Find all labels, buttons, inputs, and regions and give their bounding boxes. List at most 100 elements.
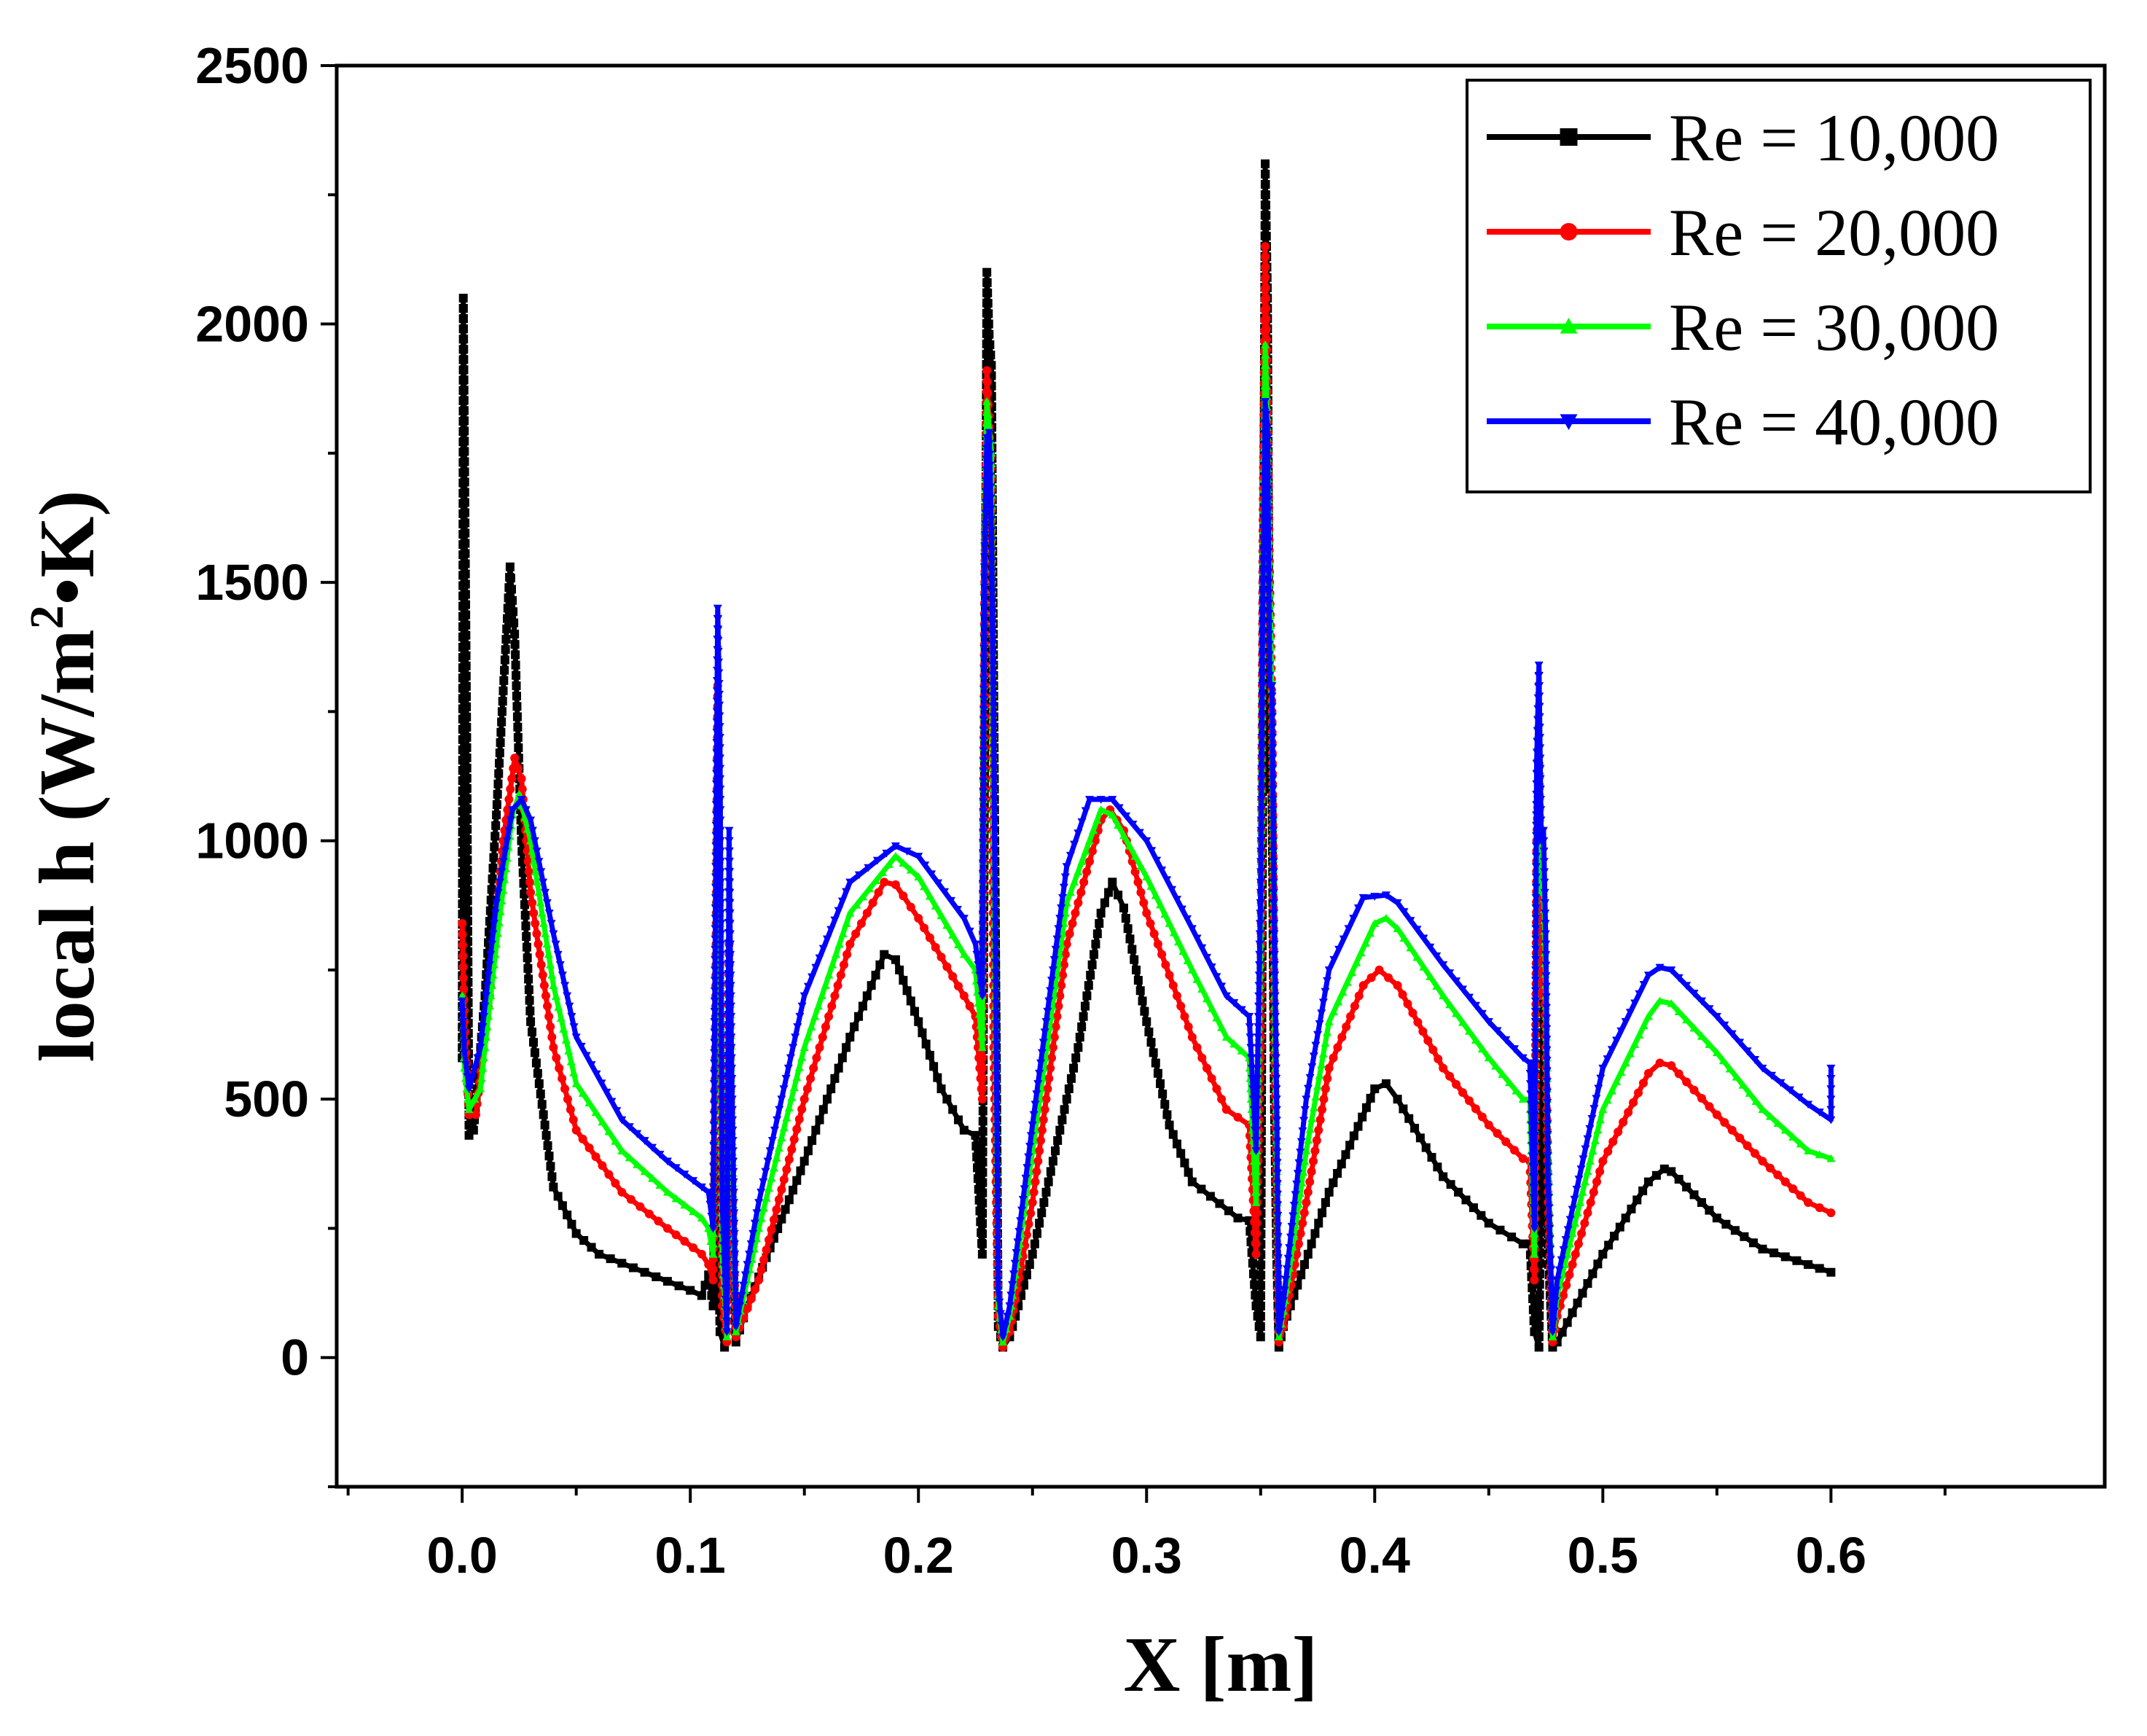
data-point-marker	[1484, 1219, 1493, 1228]
data-point-marker	[980, 531, 990, 539]
data-point-marker	[716, 1002, 726, 1011]
data-point-marker	[723, 1143, 732, 1152]
data-point-marker	[1452, 977, 1461, 986]
data-point-marker	[1580, 1219, 1589, 1228]
data-point-marker	[477, 1033, 486, 1042]
data-point-marker	[520, 813, 530, 821]
data-point-marker	[711, 853, 721, 861]
data-point-marker	[461, 549, 470, 558]
data-point-marker	[1384, 973, 1393, 982]
data-point-marker	[662, 1187, 672, 1196]
data-point-marker	[985, 329, 994, 339]
data-point-marker	[1461, 1195, 1471, 1205]
data-point-marker	[1598, 1105, 1608, 1114]
data-point-marker	[1136, 888, 1146, 897]
plot-frame	[335, 63, 2107, 1489]
data-point-marker	[730, 1281, 740, 1290]
data-point-marker	[1543, 1099, 1552, 1108]
data-point-marker	[1263, 423, 1272, 432]
data-point-marker	[1268, 806, 1278, 815]
data-point-marker	[512, 702, 522, 711]
data-point-marker	[992, 1041, 1001, 1049]
data-point-marker	[1036, 1059, 1046, 1068]
data-point-marker	[490, 910, 500, 918]
data-point-marker	[727, 1033, 736, 1042]
data-point-marker	[1639, 1021, 1649, 1030]
data-point-marker	[1062, 863, 1071, 872]
data-point-marker	[1197, 985, 1207, 993]
data-point-marker	[1587, 1115, 1597, 1123]
data-point-marker	[723, 1195, 732, 1203]
data-point-marker	[807, 973, 817, 982]
data-point-marker	[1264, 620, 1274, 628]
data-point-marker	[929, 1062, 939, 1071]
data-point-marker	[1632, 1195, 1642, 1205]
data-point-marker	[714, 658, 724, 667]
data-point-marker	[1535, 713, 1544, 722]
data-point-marker	[989, 723, 998, 732]
data-point-marker	[1786, 1086, 1795, 1095]
data-point-marker	[1720, 1118, 1729, 1127]
data-point-marker	[1339, 935, 1348, 944]
data-point-marker	[534, 858, 544, 866]
data-point-marker	[1182, 915, 1192, 923]
data-point-marker	[1604, 1240, 1614, 1250]
data-point-marker	[977, 1095, 987, 1104]
data-point-marker	[723, 1205, 732, 1213]
data-point-marker	[1262, 410, 1271, 419]
data-point-marker	[463, 814, 472, 824]
data-point-marker	[551, 992, 560, 1000]
data-point-marker	[463, 896, 472, 905]
data-point-marker	[1071, 1053, 1081, 1063]
data-point-marker	[604, 1170, 614, 1179]
data-point-marker	[1423, 1036, 1433, 1045]
data-point-marker	[1253, 1075, 1262, 1083]
data-point-marker	[979, 829, 988, 837]
data-point-marker	[1251, 1239, 1261, 1248]
data-point-marker	[1535, 1301, 1544, 1310]
data-point-marker	[1132, 965, 1141, 974]
data-point-marker	[1563, 1318, 1572, 1327]
data-point-marker	[528, 1038, 538, 1047]
data-point-marker	[1264, 579, 1274, 587]
data-point-marker	[959, 950, 969, 958]
data-point-marker	[1540, 868, 1549, 877]
legend-label: Re = 30,000	[1669, 290, 1999, 364]
data-point-marker	[1477, 1112, 1487, 1122]
data-point-marker	[987, 527, 996, 536]
data-point-marker	[1565, 1239, 1575, 1248]
data-point-marker	[1037, 1208, 1047, 1218]
data-point-marker	[1544, 1214, 1554, 1223]
data-point-marker	[1353, 904, 1363, 912]
data-point-marker	[1264, 599, 1274, 608]
data-point-marker	[494, 769, 504, 778]
data-point-marker	[1434, 1055, 1443, 1064]
data-point-marker	[460, 488, 469, 497]
data-point-marker	[487, 885, 496, 894]
data-point-marker	[1439, 991, 1448, 1000]
data-point-marker	[982, 455, 991, 464]
data-point-marker	[1173, 896, 1182, 904]
data-point-marker	[463, 906, 472, 915]
data-point-marker	[1270, 961, 1279, 969]
data-point-marker	[1091, 939, 1100, 949]
data-point-marker	[725, 920, 735, 928]
data-point-marker	[1477, 1009, 1487, 1018]
data-point-marker	[1047, 977, 1057, 985]
data-point-marker	[828, 960, 837, 969]
data-point-marker	[1712, 1012, 1721, 1021]
data-point-marker	[722, 1236, 732, 1244]
data-point-marker	[977, 992, 987, 1001]
data-point-marker	[1215, 1199, 1224, 1208]
data-point-marker	[1258, 651, 1267, 660]
data-point-marker	[492, 899, 501, 907]
data-point-marker	[978, 1198, 988, 1208]
data-point-marker	[458, 1018, 468, 1026]
data-point-marker	[1557, 1328, 1567, 1337]
data-point-marker	[1560, 128, 1578, 146]
data-point-marker	[1815, 1109, 1824, 1117]
data-point-marker	[560, 982, 570, 990]
data-point-marker	[1312, 1135, 1321, 1145]
data-point-marker	[1197, 1053, 1207, 1063]
data-point-marker	[1258, 641, 1267, 649]
